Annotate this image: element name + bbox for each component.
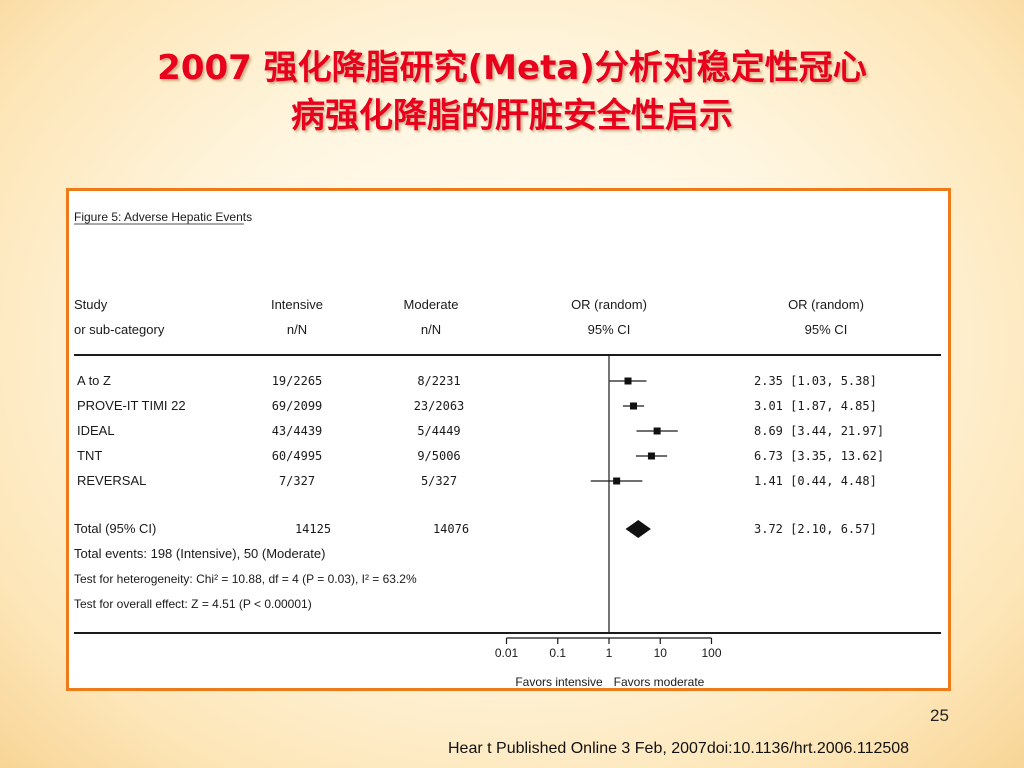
study-ci-text: 1.41 [0.44, 4.48] — [754, 474, 877, 488]
study-name: REVERSAL — [77, 473, 146, 488]
study-intensive: 43/4439 — [272, 424, 323, 438]
x-axis-tick-label: 10 — [654, 646, 668, 660]
stats-overall-effect: Test for overall effect: Z = 4.51 (P < 0… — [74, 597, 312, 611]
stats-heterogeneity: Test for heterogeneity: Chi² = 10.88, df… — [74, 572, 417, 586]
study-intensive: 60/4995 — [272, 449, 323, 463]
study-effect-square — [630, 402, 638, 410]
total-ci-text: 3.72 [2.10, 6.57] — [754, 522, 877, 536]
x-axis-tick-label: 0.1 — [549, 646, 566, 660]
favors-intensive-label: Favors intensive — [515, 675, 603, 688]
slide-title: 2007 强化降脂研究(Meta)分析对稳定性冠心 病强化降脂的肝脏安全性启示 — [40, 44, 984, 140]
study-effect-square — [653, 427, 661, 435]
total-row-label: Total (95% CI) — [74, 521, 156, 536]
header-plot-ci: 95% CI — [588, 322, 631, 337]
header-moderate: Moderate — [404, 297, 459, 312]
header-ci-ci: 95% CI — [805, 322, 848, 337]
study-name: TNT — [77, 448, 102, 463]
slide-title-line-1: 2007 强化降脂研究(Meta)分析对稳定性冠心 — [157, 48, 867, 88]
slide-title-line-2: 病强化降脂的肝脏安全性启示 — [291, 96, 733, 136]
study-moderate: 5/4449 — [417, 424, 460, 438]
study-intensive: 7/327 — [279, 474, 315, 488]
citation: Hear t Published Online 3 Feb, 2007doi:1… — [448, 740, 910, 757]
header-study: Study — [74, 297, 108, 312]
header-plot-or: OR (random) — [571, 297, 647, 312]
x-axis-tick-label: 1 — [606, 646, 613, 660]
page-number: 25 — [930, 706, 949, 725]
study-moderate: 9/5006 — [417, 449, 460, 463]
total-moderate: 14076 — [433, 522, 469, 536]
stats-total-events: Total events: 198 (Intensive), 50 (Moder… — [74, 546, 325, 561]
header-ci-or: OR (random) — [788, 297, 864, 312]
header-moderate-nn: n/N — [421, 322, 441, 337]
study-moderate: 5/327 — [421, 474, 457, 488]
header-subcategory: or sub-category — [74, 322, 165, 337]
study-name: PROVE-IT TIMI 22 — [77, 398, 186, 413]
study-rows: A to Z 19/2265 8/2231 2.35 [1.03, 5.38] PROV… — [77, 373, 884, 488]
forest-plot-svg: Figure 5: Adverse Hepatic Events Study o… — [74, 210, 941, 688]
favors-moderate-label: Favors moderate — [614, 675, 705, 688]
study-effect-square — [613, 477, 621, 485]
plot-area: 0.01 0.1 1 10 100 — [495, 355, 722, 660]
study-ci-text: 2.35 [1.03, 5.38] — [754, 374, 877, 388]
total-intensive: 14125 — [295, 522, 331, 536]
study-name: A to Z — [77, 373, 111, 388]
forest-plot-figure: Figure 5: Adverse Hepatic Events Study o… — [66, 188, 951, 691]
study-moderate: 8/2231 — [417, 374, 460, 388]
x-axis-tick-label: 100 — [701, 646, 721, 660]
header-intensive: Intensive — [271, 297, 323, 312]
figure-title: Figure 5: Adverse Hepatic Events — [74, 210, 252, 224]
study-ci-text: 3.01 [1.87, 4.85] — [754, 399, 877, 413]
x-axis-tick-label: 0.01 — [495, 646, 519, 660]
header-intensive-nn: n/N — [287, 322, 307, 337]
study-ci-text: 8.69 [3.44, 21.97] — [754, 424, 884, 438]
study-moderate: 23/2063 — [414, 399, 465, 413]
study-effect-square — [624, 377, 632, 385]
study-intensive: 69/2099 — [272, 399, 323, 413]
study-ci-text: 6.73 [3.35, 13.62] — [754, 449, 884, 463]
study-name: IDEAL — [77, 423, 115, 438]
study-intensive: 19/2265 — [272, 374, 323, 388]
total-effect-diamond — [625, 520, 651, 538]
study-effect-square — [647, 452, 655, 460]
